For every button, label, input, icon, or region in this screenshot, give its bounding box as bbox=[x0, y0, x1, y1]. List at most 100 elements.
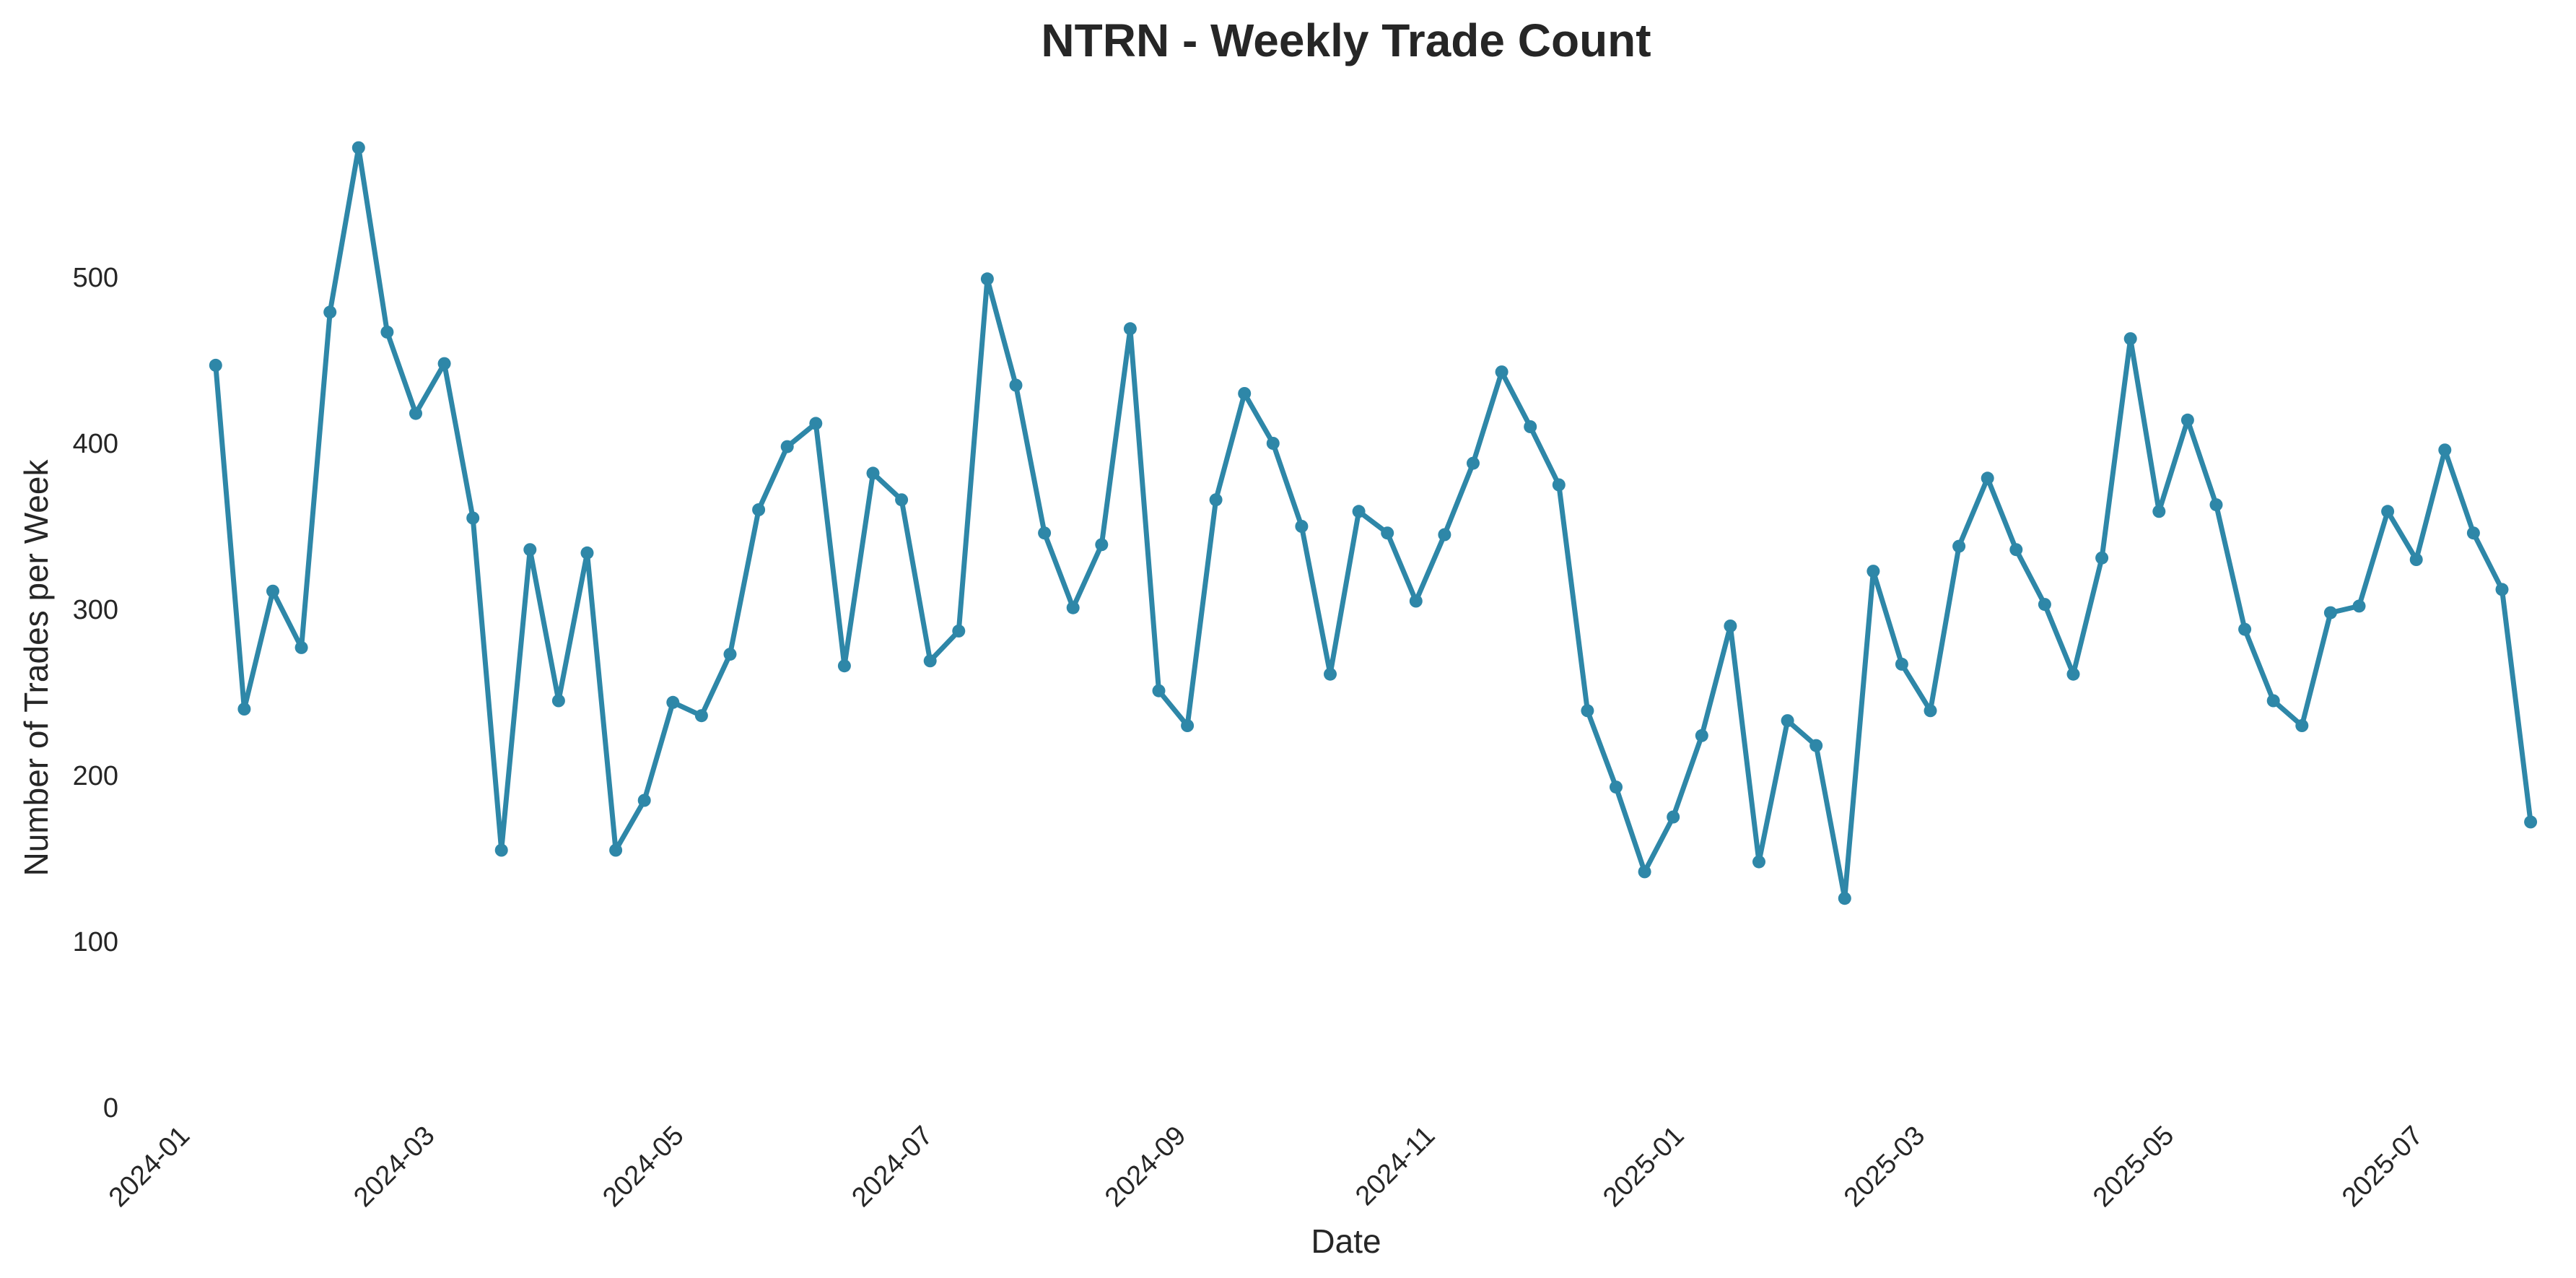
data-point bbox=[1352, 505, 1366, 518]
data-point bbox=[1467, 456, 1480, 470]
data-point bbox=[2409, 553, 2423, 566]
data-point bbox=[2066, 667, 2080, 681]
data-point bbox=[266, 584, 279, 598]
data-point bbox=[1552, 478, 1566, 492]
data-point bbox=[2009, 543, 2023, 557]
data-point bbox=[895, 493, 909, 507]
data-point bbox=[1266, 437, 1280, 450]
data-point bbox=[1181, 719, 1195, 732]
data-point bbox=[437, 357, 451, 370]
data-point bbox=[694, 709, 708, 723]
data-point bbox=[1610, 781, 1623, 794]
data-point bbox=[1581, 704, 1594, 718]
data-point bbox=[952, 624, 966, 638]
data-point bbox=[551, 694, 565, 708]
data-point bbox=[809, 417, 823, 430]
data-point bbox=[466, 511, 480, 525]
data-point bbox=[609, 843, 623, 857]
data-point bbox=[2381, 505, 2395, 518]
data-point bbox=[1924, 704, 1937, 718]
data-point bbox=[2180, 413, 2194, 427]
x-tick-label: 2024-03 bbox=[348, 1121, 440, 1213]
data-point bbox=[294, 640, 308, 654]
data-point bbox=[1238, 387, 1252, 400]
x-tick-label: 2025-01 bbox=[1597, 1121, 1690, 1213]
data-point bbox=[1209, 493, 1223, 507]
data-point bbox=[1038, 526, 1052, 540]
data-point bbox=[723, 648, 737, 661]
y-axis-ticks: 0 100 200 300 400 500 bbox=[73, 263, 118, 1123]
x-tick-label: 2024-01 bbox=[103, 1121, 196, 1213]
data-point bbox=[2524, 815, 2538, 829]
data-point bbox=[2152, 505, 2166, 518]
data-point bbox=[1324, 667, 1337, 681]
data-point bbox=[2295, 719, 2309, 732]
data-point bbox=[2123, 332, 2137, 346]
x-tick-label: 2025-03 bbox=[1838, 1121, 1931, 1213]
data-point bbox=[1381, 526, 1394, 540]
plot-series bbox=[209, 141, 2538, 905]
data-point bbox=[1009, 378, 1023, 392]
data-point bbox=[1152, 684, 1166, 697]
data-point bbox=[980, 272, 994, 286]
data-point bbox=[494, 843, 508, 857]
data-point bbox=[1724, 620, 1737, 633]
data-point bbox=[2095, 551, 2109, 565]
data-point bbox=[1409, 594, 1423, 608]
data-point bbox=[209, 358, 222, 372]
y-tick-label: 200 bbox=[73, 761, 118, 791]
data-point bbox=[2238, 622, 2252, 636]
data-point bbox=[1781, 714, 1794, 728]
data-point bbox=[1524, 420, 1537, 433]
data-point bbox=[380, 325, 394, 339]
x-tick-label: 2025-07 bbox=[2336, 1121, 2429, 1213]
data-point bbox=[1695, 729, 1708, 742]
data-point bbox=[409, 407, 422, 420]
data-point bbox=[2495, 583, 2509, 596]
x-axis-ticks: 2024-01 2024-03 2024-05 2024-07 2024-09 2024-… bbox=[103, 1121, 2429, 1213]
data-point bbox=[637, 794, 651, 807]
y-tick-label: 100 bbox=[73, 927, 118, 957]
data-point bbox=[2266, 694, 2280, 708]
data-point bbox=[1095, 538, 1109, 552]
x-tick-label: 2025-05 bbox=[2087, 1121, 2180, 1213]
y-tick-label: 500 bbox=[73, 263, 118, 293]
data-point bbox=[1667, 810, 1680, 824]
data-point bbox=[1295, 520, 1309, 533]
data-point bbox=[1809, 739, 1823, 752]
data-point bbox=[1123, 322, 1137, 336]
data-point bbox=[1981, 471, 1994, 485]
x-tick-label: 2024-11 bbox=[1350, 1121, 1441, 1212]
data-point bbox=[237, 703, 251, 716]
y-tick-label: 0 bbox=[103, 1093, 118, 1123]
y-tick-label: 400 bbox=[73, 429, 118, 459]
data-point bbox=[1066, 601, 1080, 614]
data-point bbox=[837, 659, 851, 673]
x-tick-label: 2024-07 bbox=[846, 1121, 938, 1213]
data-point bbox=[1838, 892, 1851, 905]
data-point bbox=[2352, 599, 2366, 613]
data-point bbox=[752, 503, 766, 516]
data-point bbox=[1638, 865, 1651, 879]
data-point bbox=[523, 543, 537, 557]
data-point bbox=[1866, 565, 1880, 578]
data-point bbox=[2323, 606, 2337, 620]
y-axis-label: Number of Trades per Week bbox=[17, 459, 55, 877]
data-point bbox=[666, 695, 680, 709]
x-tick-label: 2024-09 bbox=[1099, 1121, 1192, 1213]
x-axis-label: Date bbox=[1311, 1222, 1381, 1260]
data-point bbox=[1952, 539, 1966, 553]
data-point bbox=[323, 305, 337, 319]
chart-title: NTRN - Weekly Trade Count bbox=[1041, 14, 1651, 66]
data-point bbox=[352, 141, 365, 155]
series-line bbox=[213, 145, 2533, 901]
data-point bbox=[1438, 528, 1451, 542]
data-point bbox=[866, 466, 880, 480]
data-point bbox=[2466, 526, 2480, 540]
data-point bbox=[1895, 657, 1908, 671]
data-point bbox=[1495, 365, 1509, 379]
data-point bbox=[780, 440, 794, 453]
y-tick-label: 300 bbox=[73, 595, 118, 625]
